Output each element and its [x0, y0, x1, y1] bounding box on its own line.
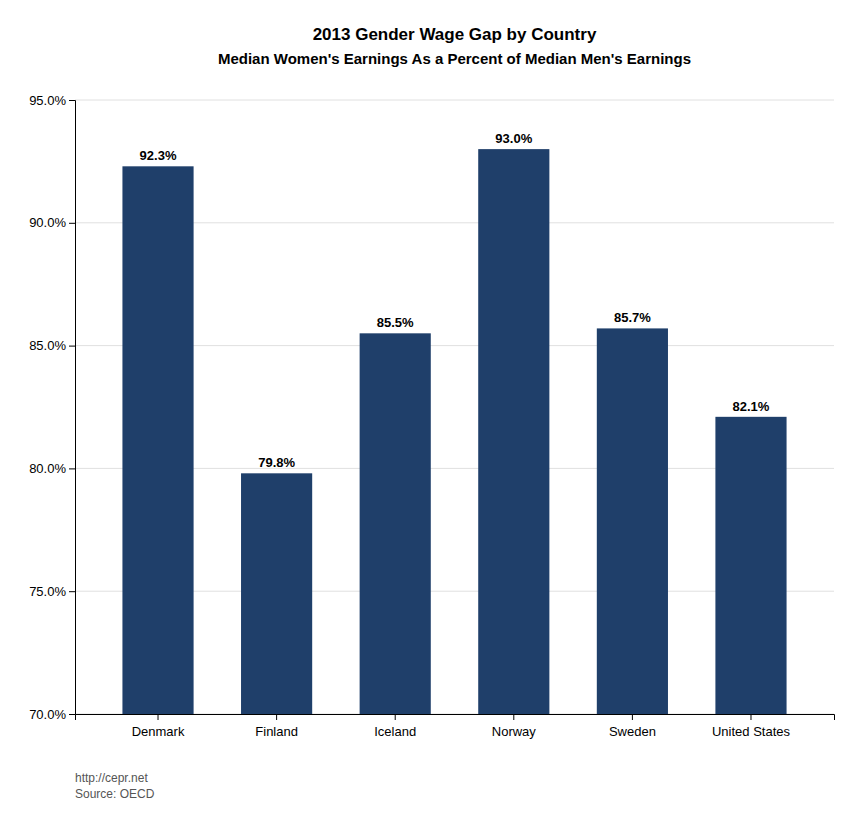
annotation: Source: OECD	[75, 787, 155, 801]
data-label: 92.3%	[140, 148, 177, 163]
y-tick: 75.0%	[29, 584, 75, 599]
bar	[478, 149, 549, 714]
x-axis-line	[76, 715, 835, 721]
y-tick-mark	[69, 591, 75, 592]
y-tick-label: 70.0%	[29, 707, 66, 722]
data-label: 79.8%	[258, 455, 295, 470]
y-tick-mark	[69, 468, 75, 469]
x-tick-label: Norway	[492, 724, 537, 739]
data-labels: 92.3% 79.8% 85.5% 93.0% 85.7% 82.1%	[140, 131, 770, 470]
bars	[122, 149, 786, 714]
y-tick-label: 75.0%	[29, 584, 66, 599]
x-tick-mark	[750, 714, 751, 720]
x-tick: Sweden	[609, 714, 656, 739]
y-tick-mark	[69, 223, 75, 224]
title: 2013 Gender Wage Gap by Country	[313, 25, 597, 44]
x-tick: Norway	[492, 714, 537, 739]
bar	[360, 333, 431, 714]
y-tick: 80.0%	[29, 461, 75, 476]
bar	[715, 417, 786, 714]
x-tick-label: Sweden	[609, 724, 656, 739]
x-tick-mark	[276, 714, 277, 720]
data-label: 85.7%	[614, 310, 651, 325]
data-label: 85.5%	[377, 315, 414, 330]
y-tick-label: 85.0%	[29, 338, 66, 353]
bar	[241, 473, 312, 714]
x-tick-mark	[395, 714, 396, 720]
x-tick-mark	[513, 714, 514, 720]
bar	[597, 328, 668, 714]
y-tick: 85.0%	[29, 338, 75, 353]
x-tick-label: Iceland	[374, 724, 416, 739]
y-tick-mark	[69, 346, 75, 347]
y-tick-mark	[69, 714, 75, 715]
x-tick-mark	[632, 714, 633, 720]
y-tick-label: 95.0%	[29, 93, 66, 108]
x-tick: Denmark	[132, 714, 185, 739]
x-tick: United States	[712, 714, 791, 739]
x-tick-mark	[158, 714, 159, 720]
y-tick-mark	[69, 100, 75, 101]
y-tick-label: 80.0%	[29, 461, 66, 476]
grid-line	[75, 100, 834, 101]
y-tick-label: 90.0%	[29, 215, 66, 230]
subtitle: Median Women's Earnings As a Percent of …	[218, 50, 691, 67]
grid	[75, 100, 834, 714]
data-label: 82.1%	[733, 399, 770, 414]
annotation: http://cepr.net	[75, 771, 148, 785]
x-tick: Finland	[255, 714, 298, 739]
x-tick-label: United States	[712, 724, 791, 739]
data-label: 93.0%	[495, 131, 532, 146]
x-tick-label: Finland	[255, 724, 298, 739]
chart: 92.3% 79.8% 85.5% 93.0% 85.7% 82.1% 70.0% 75.0%…	[0, 0, 864, 814]
y-axis-line	[69, 101, 76, 715]
x-tick-label: Denmark	[132, 724, 185, 739]
plot: 92.3% 79.8% 85.5% 93.0% 85.7% 82.1% 70.0% 75.0%…	[29, 93, 834, 739]
x-tick: Iceland	[374, 714, 416, 739]
bar	[122, 166, 193, 714]
x-axis: Denmark Finland Iceland Norway Sweden United …	[76, 714, 835, 739]
y-tick: 95.0%	[29, 93, 75, 108]
y-tick: 90.0%	[29, 215, 75, 230]
y-axis: 70.0% 75.0% 80.0% 85.0% 90.0% 95.0%	[29, 93, 75, 722]
y-tick: 70.0%	[29, 707, 75, 722]
